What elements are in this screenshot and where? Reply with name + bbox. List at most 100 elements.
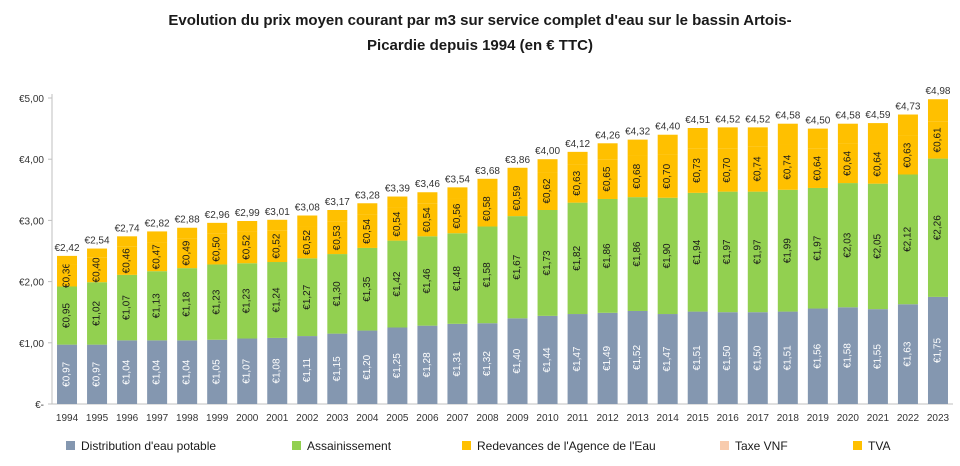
legend-label: Taxe VNF [735,439,788,453]
x-tick-label: 2002 [296,413,319,424]
bar-total-label: €4,52 [715,114,740,125]
bar-segment [417,325,438,404]
bar-segment [567,202,588,315]
segment-value-label: €1,51 [692,345,703,370]
bar-segment [297,336,318,404]
bar-segment [927,158,948,297]
bar-segment [927,99,948,122]
segment-value-label: €1,47 [662,346,673,371]
segment-value-label: €1,49 [602,345,613,370]
x-tick-label: 2009 [506,413,529,424]
segment-value-label: €0,52 [272,233,283,258]
x-tick-label: 2008 [476,413,499,424]
x-tick-label: 2007 [446,413,469,424]
segment-value-label: €0,97 [92,361,103,386]
x-tick-label: 2019 [807,413,830,424]
bar-segment [387,196,408,208]
segment-value-label: €1,25 [392,353,403,378]
bar-segment [87,257,108,283]
bar-segment [447,187,468,199]
bar-segment [387,240,408,328]
x-tick-label: 1998 [176,413,199,424]
bar-total-label: €3,68 [475,166,500,177]
bar-total-label: €3,39 [385,184,410,195]
bar-segment [507,216,528,319]
segment-value-label: €1,97 [812,235,823,260]
bar-total-label: €4,58 [775,111,800,122]
bar-segment [597,159,618,199]
bar-segment [117,340,138,404]
bar-segment [777,144,798,190]
segment-value-label: €1,07 [122,295,133,320]
legend-swatch [66,441,75,450]
bar-segment [837,123,858,144]
bar-total-label: €2,74 [115,223,140,234]
bar-segment [147,242,168,272]
bar-segment [717,191,738,313]
x-tick-label: 2022 [897,413,920,424]
bar-segment [447,198,468,234]
bar-segment [837,183,858,308]
segment-value-label: €1,73 [542,250,553,275]
bar-segment [327,254,348,334]
bar-total-label: €4,00 [535,146,560,157]
bar-segment [777,189,798,312]
segment-value-label: €0,62 [542,178,553,203]
segment-value-label: €1,58 [482,262,493,287]
bar-segment [927,296,948,404]
x-tick-label: 2000 [236,413,259,424]
bar-segment [447,323,468,404]
bar-segment [267,337,288,404]
segment-value-label: €0,97 [62,361,73,386]
bar-segment [57,286,78,345]
segment-value-label: €1,52 [632,345,643,370]
segment-value-label: €1,30 [332,281,343,306]
x-tick-label: 2006 [416,413,439,424]
segment-value-label: €0,52 [302,229,313,254]
segment-value-label: €1,23 [212,289,223,314]
bar-segment [627,139,648,156]
segment-value-label: €0,54 [422,207,433,232]
bar-segment [327,221,348,255]
segment-value-label: €1,50 [722,345,733,370]
legend-label: Assainissement [307,439,392,453]
bar-segment [147,271,168,341]
segment-value-label: €1,20 [362,354,373,379]
segment-value-label: €1,55 [872,344,883,369]
bar-segment [717,127,738,149]
segment-value-label: €1,90 [662,243,673,268]
bar-segment [417,192,438,204]
segment-value-label: €1,56 [812,343,823,368]
bar-segment [927,121,948,159]
bar-total-label: €3,17 [325,197,350,208]
bar-segment [87,344,108,404]
bar-segment [747,127,768,147]
segment-value-label: €1,28 [422,352,433,377]
bar-segment [237,263,258,339]
segment-value-label: €1,15 [332,356,343,381]
bar-segment [597,198,618,313]
bar-segment [537,315,558,404]
chart-title: Evolution du prix moyen courant par m3 s… [168,12,792,54]
bar-segment [327,209,348,222]
bar-segment [117,274,138,341]
segment-value-label: €0,70 [662,163,673,188]
bar-total-label: €3,86 [505,155,530,166]
segment-value-label: €0,73 [692,158,703,183]
segment-value-label: €0,40 [92,257,103,282]
segment-value-label: €0,52 [242,234,253,259]
x-tick-label: 2001 [266,413,289,424]
bar-segment [657,314,678,404]
x-tick-label: 2013 [627,413,650,424]
y-tick-label: €4,00 [19,155,44,166]
bar-segment [867,144,888,184]
segment-value-label: €0,53 [332,225,343,250]
bar-segment [147,231,168,243]
segment-value-label: €0,46 [122,248,133,273]
bar-total-label: €4,73 [895,102,920,113]
bar-segment [687,192,708,312]
segment-value-label: €0,36 [62,263,73,288]
x-tick-label: 1994 [56,413,79,424]
x-tick-label: 2015 [687,413,710,424]
